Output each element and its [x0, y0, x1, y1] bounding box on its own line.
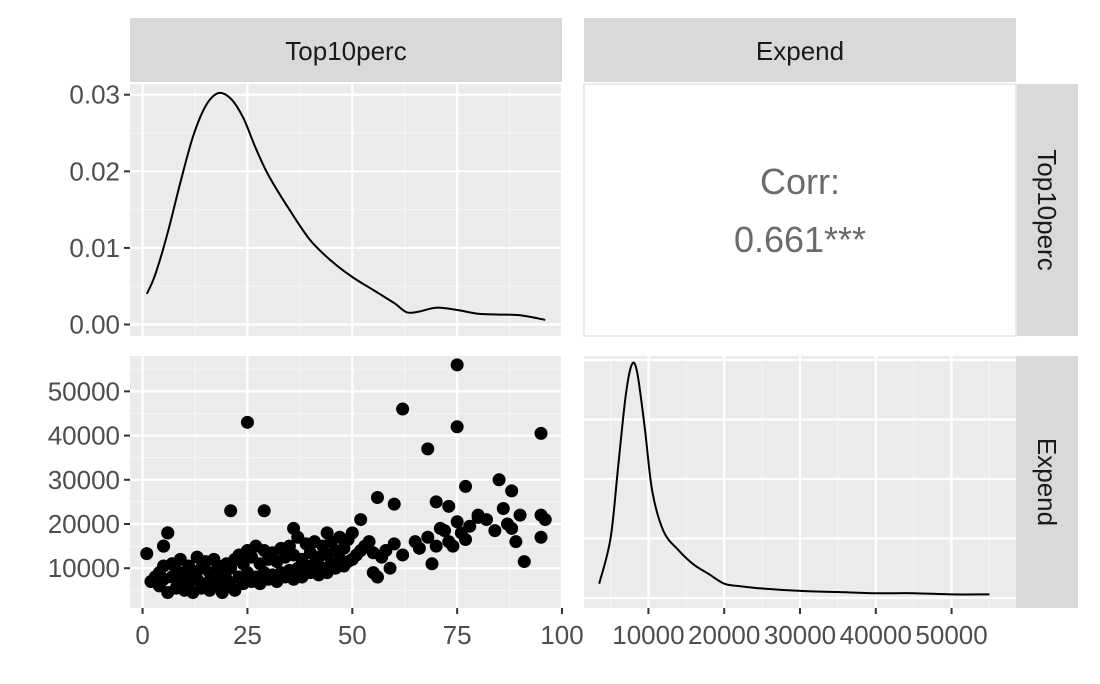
scatter-point: [396, 548, 410, 562]
y-tick-label: 20000: [48, 509, 120, 539]
scatter-point: [383, 561, 397, 575]
scatter-point: [387, 537, 401, 551]
scatter-point: [442, 499, 456, 513]
scatter-point: [446, 539, 460, 553]
scatter-point: [534, 426, 548, 440]
panel-correlation: [583, 83, 1017, 337]
scatter-point: [505, 521, 519, 535]
y-tick-label: 0.00: [69, 310, 120, 340]
strip-right-expend-label: Expend: [1032, 438, 1062, 526]
scatter-point: [463, 519, 477, 533]
x-tick-label: 100: [540, 620, 583, 650]
scatter-point: [396, 402, 410, 416]
y-tick-label: 0.01: [69, 233, 120, 263]
scatter-point: [240, 415, 254, 429]
density-line-expend: [598, 361, 990, 596]
scatter-point: [438, 524, 452, 538]
scatter-point: [421, 530, 435, 544]
scatter-point: [287, 521, 301, 535]
scatter-point: [412, 541, 426, 555]
scatter-point: [421, 442, 435, 456]
scatter-point: [257, 504, 271, 518]
scatter-point: [370, 570, 384, 584]
scatter-point: [471, 510, 485, 524]
scatter-point: [429, 495, 443, 509]
scatter-point: [362, 535, 376, 549]
y-tick-label: 40000: [48, 421, 120, 451]
y-tick-label: 0.03: [69, 80, 120, 110]
scatter-point: [509, 535, 523, 549]
strip-top-top10perc: [130, 18, 562, 82]
y-tick-label: 30000: [48, 465, 120, 495]
x-tick-label: 10000: [612, 620, 684, 650]
data-marks: [140, 91, 990, 600]
scatter-point: [345, 526, 359, 540]
scatter-point: [496, 502, 510, 516]
x-tick-label: 40000: [840, 620, 912, 650]
x-tick-label: 25: [233, 620, 262, 650]
x-tick-label: 0: [135, 620, 149, 650]
strip-right-top10perc-label: Top10perc: [1032, 149, 1062, 270]
scatter-point: [459, 479, 473, 493]
scatter-point: [459, 532, 473, 546]
scatter-point: [320, 526, 334, 540]
y-tick-label: 10000: [48, 553, 120, 583]
y-tick-label: 0.02: [69, 156, 120, 186]
scatter-point: [450, 515, 464, 529]
scatter-point: [505, 484, 519, 498]
scatter-point: [517, 555, 531, 569]
scatter-point: [370, 490, 384, 504]
scatter-point: [488, 524, 502, 538]
strip-top-expend-label: Expend: [756, 36, 844, 66]
scatter-point: [140, 547, 154, 561]
scatter-point: [513, 508, 527, 522]
scatter-point: [538, 513, 552, 527]
axes: 0.000.010.020.03100002000030000400005000…: [48, 80, 988, 650]
x-tick-label: 20000: [688, 620, 760, 650]
strip-right-top10perc: [1016, 84, 1078, 336]
correlation-value: 0.661***: [734, 219, 866, 260]
scatter-point: [157, 539, 171, 553]
scatter-point: [492, 473, 506, 487]
x-tick-label: 50000: [915, 620, 987, 650]
scatter-point: [161, 526, 175, 540]
scatter-point: [425, 557, 439, 571]
strip-top-expend: [584, 18, 1016, 82]
x-tick-label: 50: [338, 620, 367, 650]
density-line-top10perc: [145, 91, 546, 321]
strip-top-top10perc-label: Top10perc: [285, 36, 406, 66]
scatter-point: [450, 358, 464, 372]
x-tick-label: 30000: [764, 620, 836, 650]
scatter-point: [429, 539, 443, 553]
x-tick-label: 75: [443, 620, 472, 650]
strip-right-expend: [1016, 356, 1078, 608]
scatter-point: [450, 420, 464, 434]
scatter-point: [224, 504, 238, 518]
scatter-point: [387, 497, 401, 511]
scatter-point: [534, 530, 548, 544]
y-tick-label: 50000: [48, 376, 120, 406]
correlation-label: Corr:: [760, 161, 840, 202]
scatter-point: [354, 513, 368, 527]
